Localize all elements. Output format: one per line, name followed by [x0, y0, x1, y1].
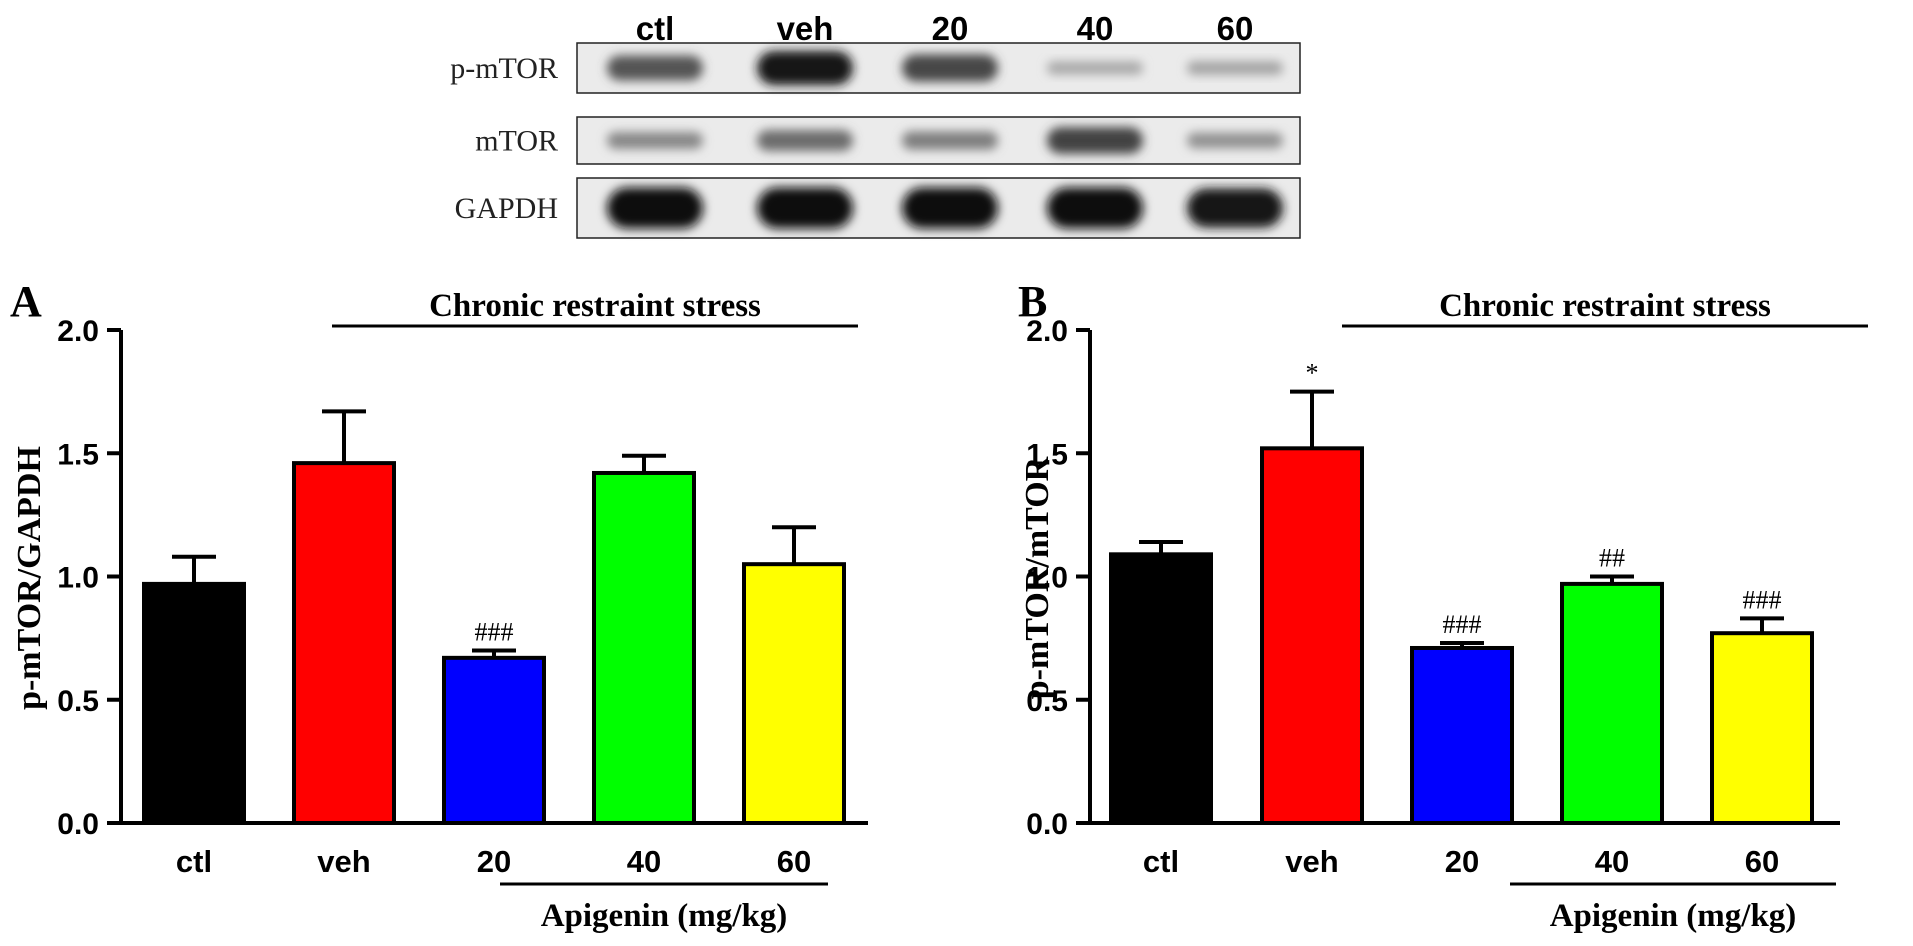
blot-band	[1187, 132, 1283, 149]
significance-label: *	[1306, 359, 1319, 388]
bar	[442, 655, 546, 825]
stress-bracket-label: Chronic restraint stress	[429, 288, 761, 324]
x-tick-label: veh	[317, 844, 370, 879]
bar	[1109, 552, 1213, 825]
x-axis-title: Apigenin (mg/kg)	[1550, 898, 1797, 934]
stress-bracket-label: Chronic restraint stress	[1439, 288, 1771, 324]
y-axis-title: p-mTOR/mTOR	[1019, 456, 1056, 699]
blot-lane-label: veh	[777, 10, 834, 47]
blot-band	[757, 130, 853, 151]
y-tick-label: 0.5	[1026, 685, 1068, 718]
blot-band	[607, 55, 703, 81]
x-tick-label: ctl	[1143, 844, 1179, 879]
x-tick-label: 40	[627, 844, 661, 879]
x-tick-label: 60	[777, 844, 811, 879]
y-axis-title: p-mTOR/GAPDH	[11, 446, 48, 710]
y-tick-label: 2.0	[1026, 315, 1068, 348]
blot-band	[902, 187, 998, 229]
x-tick-label: ctl	[176, 844, 212, 879]
x-tick-label: 60	[1745, 844, 1779, 879]
bar	[1410, 645, 1514, 825]
blot-band	[607, 131, 703, 150]
blot-band	[1187, 61, 1283, 75]
blot-row-label: GAPDH	[455, 192, 558, 225]
bar	[1260, 446, 1364, 825]
blot-band	[902, 131, 998, 150]
blot-band	[1187, 188, 1283, 228]
bar	[592, 470, 696, 825]
y-tick-label: 1.0	[57, 562, 99, 595]
panel-b-letter: B	[1018, 277, 1047, 326]
blot-lane-label: 40	[1077, 10, 1114, 47]
blot-lane-label: ctl	[636, 10, 675, 47]
y-tick-label: 1.5	[1026, 438, 1068, 471]
y-tick-label: 2.0	[57, 315, 99, 348]
significance-label: ###	[1743, 585, 1782, 614]
blot-band	[757, 187, 853, 229]
significance-label: ###	[1443, 610, 1482, 639]
x-tick-label: 20	[1445, 844, 1479, 879]
blot-band	[1047, 61, 1143, 75]
blot-band	[757, 50, 853, 86]
bar	[142, 581, 246, 826]
panel-a-letter: A	[10, 277, 42, 326]
bar	[292, 461, 396, 825]
y-tick-label: 1.0	[1026, 562, 1068, 595]
blot-lane-label: 20	[932, 10, 969, 47]
blot-row-label: p-mTOR	[450, 52, 558, 85]
x-tick-label: 40	[1595, 844, 1629, 879]
y-tick-label: 0.0	[1026, 808, 1068, 841]
blot-band	[1047, 127, 1143, 154]
x-tick-label: 20	[477, 844, 511, 879]
bar	[742, 562, 846, 825]
western-blot: ctl veh 20 40 60 p-mTOR mTOR GAPDH	[450, 10, 1301, 239]
y-tick-label: 1.5	[57, 438, 99, 471]
y-tick-label: 0.0	[57, 808, 99, 841]
y-tick-label: 0.5	[57, 685, 99, 718]
blot-band	[607, 187, 703, 229]
bar	[1710, 631, 1814, 825]
blot-lane-label: 60	[1217, 10, 1254, 47]
significance-label: ##	[1599, 544, 1625, 573]
blot-row-label: mTOR	[475, 125, 558, 158]
x-axis-title: Apigenin (mg/kg)	[541, 898, 788, 934]
blot-band	[902, 54, 998, 82]
panel-a: A 0.0 0.5 1.0 1.5 2.0 p-mTOR/GAPDH ctl veh 20 ###…	[10, 277, 868, 934]
x-tick-label: veh	[1285, 844, 1338, 879]
bar	[1560, 581, 1664, 826]
significance-label: ###	[475, 617, 514, 646]
blot-band	[1047, 187, 1143, 229]
